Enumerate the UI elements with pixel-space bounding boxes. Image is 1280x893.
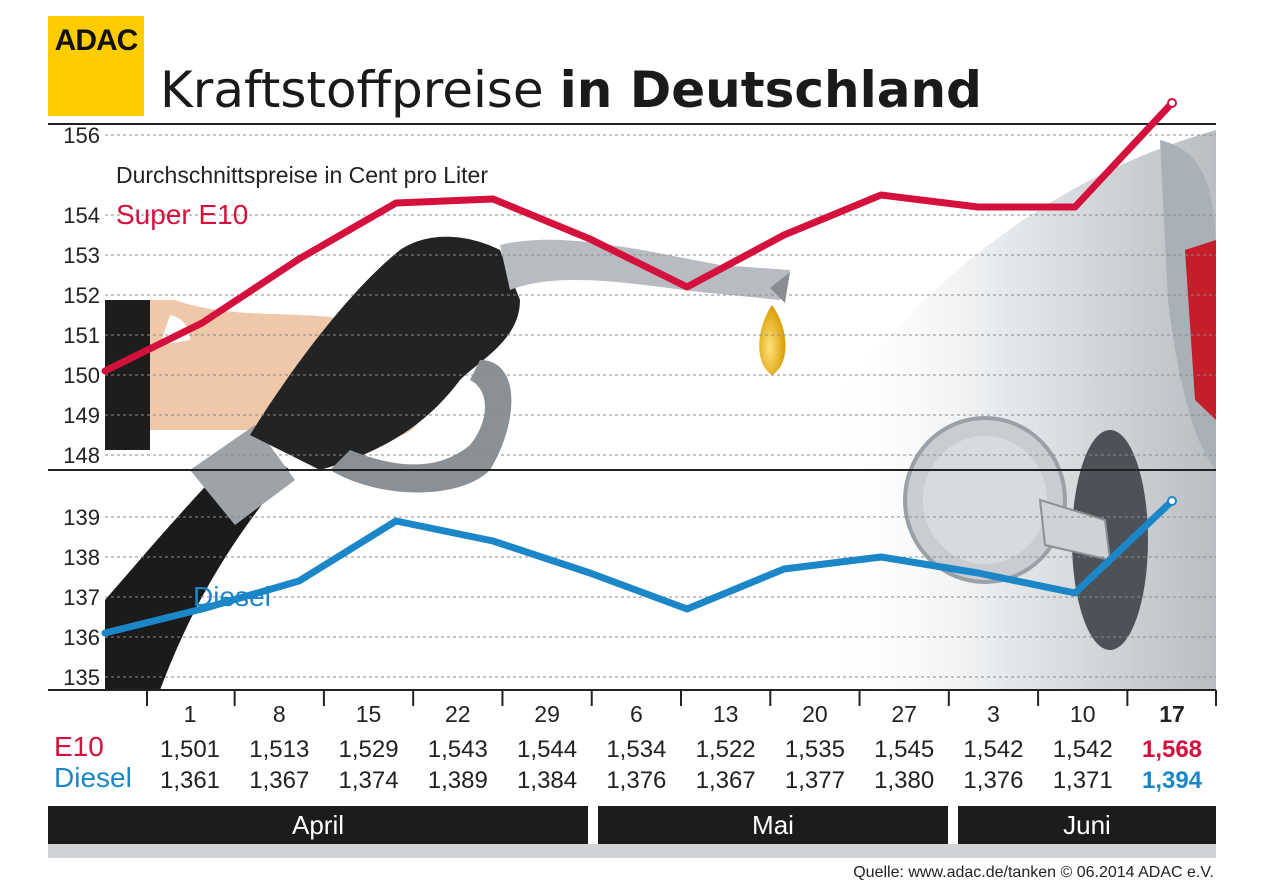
month-bar-mai: Mai <box>598 806 948 844</box>
y-tick-e10-153: 153 <box>63 243 100 268</box>
chart-subtitle: Durchschnittspreise in Cent pro Liter <box>116 162 488 188</box>
point-e10-11 <box>1167 98 1177 108</box>
x-tick-6: 6 <box>630 701 643 727</box>
value-diesel-9: 1,376 <box>963 767 1023 794</box>
value-e10-5: 1,534 <box>606 736 666 763</box>
value-diesel-1: 1,367 <box>249 767 309 794</box>
value-e10-9: 1,542 <box>963 736 1023 763</box>
x-tick-15: 15 <box>356 701 382 727</box>
value-e10-4: 1,544 <box>517 736 577 763</box>
series-label-diesel: Diesel <box>193 581 271 612</box>
value-e10-3: 1,543 <box>428 736 488 763</box>
x-tick-27: 27 <box>891 701 917 727</box>
x-tick-22: 22 <box>445 701 471 727</box>
series-label-e10: Super E10 <box>116 199 248 230</box>
title-rule <box>48 123 1216 125</box>
value-e10-11: 1,568 <box>1142 736 1202 763</box>
y-tick-e10-148: 148 <box>63 443 100 468</box>
y-tick-e10-149: 149 <box>63 403 100 428</box>
value-diesel-3: 1,389 <box>428 767 488 794</box>
value-diesel-11: 1,394 <box>1142 767 1203 794</box>
y-tick-diesel-135: 135 <box>63 665 100 690</box>
value-e10-6: 1,522 <box>696 736 756 763</box>
adac-logo: ADAC <box>48 16 144 116</box>
month-bar-april: April <box>48 806 588 844</box>
value-e10-10: 1,542 <box>1053 736 1113 763</box>
x-tick-1: 1 <box>184 701 197 727</box>
y-tick-diesel-137: 137 <box>63 585 100 610</box>
value-diesel-2: 1,374 <box>339 767 399 794</box>
x-tick-10: 10 <box>1070 701 1096 727</box>
value-e10-1: 1,513 <box>249 736 309 763</box>
series-lines <box>101 98 1177 637</box>
source-footer: Quelle: www.adac.de/tanken © 06.2014 ADA… <box>853 864 1214 881</box>
x-tick-20: 20 <box>802 701 828 727</box>
value-diesel-0: 1,361 <box>160 767 220 794</box>
title-bold: in Deutschland <box>559 61 982 119</box>
base-bar <box>48 844 1216 858</box>
value-e10-2: 1,529 <box>339 736 399 763</box>
y-tick-labels: 148 149 150 151 152 153 154 156 135 136 137 138 139 <box>63 123 100 690</box>
row-label-e10: E10 <box>54 731 104 762</box>
x-tick-17: 17 <box>1159 701 1185 727</box>
fuel-nozzle-illustration <box>105 236 790 690</box>
value-e10-0: 1,501 <box>160 736 220 763</box>
y-tick-e10-152: 152 <box>63 283 100 308</box>
row-label-diesel: Diesel <box>54 762 132 793</box>
y-tick-e10-150: 150 <box>63 363 100 388</box>
value-diesel-5: 1,376 <box>606 767 666 794</box>
value-rows: 1,501 1,513 1,529 1,543 1,544 1,534 1,522 1,535… <box>160 736 1203 794</box>
x-tick-29: 29 <box>534 701 560 727</box>
y-tick-e10-156: 156 <box>63 123 100 148</box>
x-tick-13: 13 <box>713 701 739 727</box>
x-tick-8: 8 <box>273 701 286 727</box>
y-tick-diesel-136: 136 <box>63 625 100 650</box>
page-title: Kraftstoffpreise in Deutschland <box>160 62 982 118</box>
value-diesel-8: 1,380 <box>874 767 934 794</box>
x-tick-labels: 1 8 15 22 29 6 13 20 27 3 10 17 <box>146 690 1217 727</box>
y-tick-diesel-138: 138 <box>63 545 100 570</box>
title-light: Kraftstoffpreise <box>160 61 560 119</box>
value-e10-7: 1,535 <box>785 736 845 763</box>
y-tick-e10-151: 151 <box>63 323 100 348</box>
value-diesel-10: 1,371 <box>1053 767 1113 794</box>
point-diesel-11 <box>1167 496 1177 506</box>
month-bar-juni: Juni <box>958 806 1216 844</box>
value-diesel-4: 1,384 <box>517 767 577 794</box>
y-tick-diesel-139: 139 <box>63 505 100 530</box>
line-diesel <box>101 497 1176 637</box>
x-tick-3: 3 <box>987 701 1000 727</box>
value-e10-8: 1,545 <box>874 736 934 763</box>
grid-lines <box>105 134 1216 678</box>
value-diesel-6: 1,367 <box>696 767 756 794</box>
value-diesel-7: 1,377 <box>785 767 845 794</box>
y-tick-e10-154: 154 <box>63 203 100 228</box>
axis-divider <box>48 469 1216 691</box>
car-illustration <box>820 130 1216 690</box>
line-e10 <box>101 99 1176 375</box>
